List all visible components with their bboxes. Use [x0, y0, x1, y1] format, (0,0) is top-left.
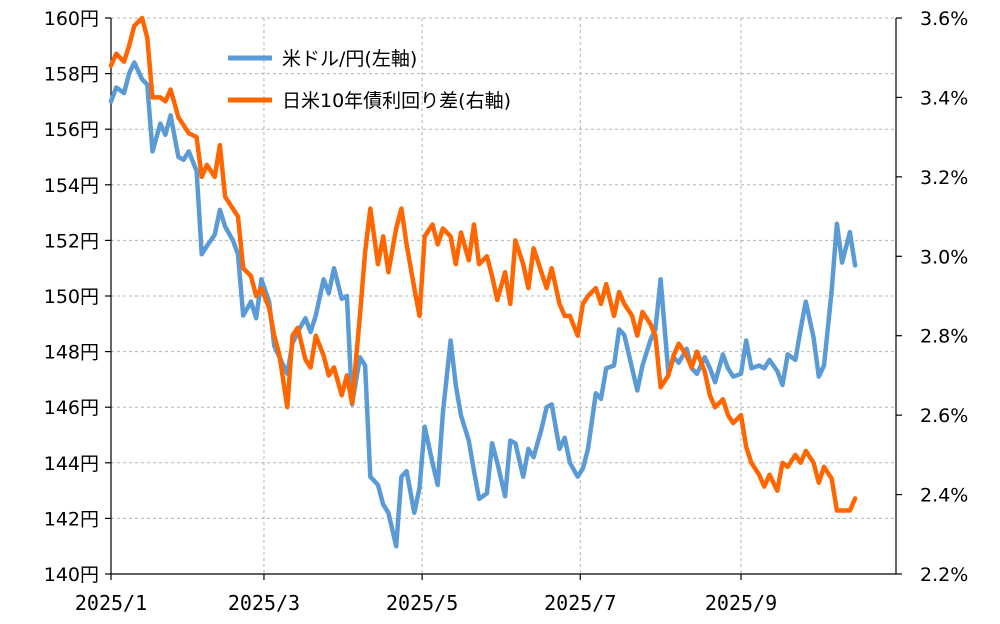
- series-line: [108, 60, 858, 549]
- grid-lines: [111, 17, 896, 574]
- legend: 米ドル/円(左軸) 日米10年債利回り差(右軸): [228, 48, 511, 112]
- legend-label: 日米10年債利回り差(右軸): [282, 90, 511, 112]
- legend-label: 米ドル/円(左軸): [282, 48, 417, 70]
- right-tick-label: 3.6%: [920, 8, 968, 30]
- left-tick-label: 160円: [44, 8, 99, 30]
- right-tick-label: 3.0%: [920, 246, 968, 268]
- series-yield-spread: [108, 15, 858, 513]
- series-line: [108, 15, 858, 513]
- left-tick-label: 146円: [44, 397, 99, 419]
- series-usdjpy: [108, 60, 858, 549]
- right-tick-label: 2.4%: [920, 485, 968, 507]
- left-tick-label: 158円: [44, 64, 99, 86]
- x-tick-label: 2025/5: [386, 591, 458, 615]
- right-tick-label: 2.2%: [920, 564, 968, 586]
- right-tick-label: 2.6%: [920, 405, 968, 427]
- left-tick-label: 144円: [44, 453, 99, 475]
- left-tick-label: 156円: [44, 119, 99, 141]
- left-tick-label: 140円: [44, 564, 99, 586]
- right-tick-label: 3.4%: [920, 87, 968, 109]
- x-tick-label: 2025/7: [544, 591, 616, 615]
- left-tick-label: 152円: [44, 230, 99, 252]
- x-tick-label: 2025/9: [705, 591, 777, 615]
- x-tick-label: 2025/1: [75, 591, 147, 615]
- x-tick-label: 2025/3: [228, 591, 300, 615]
- left-tick-label: 150円: [44, 286, 99, 308]
- axes: 140円 142円 144円 146円 148円 150円 152円 154円 156円 158円…: [44, 8, 969, 615]
- series-lines: [108, 15, 858, 549]
- left-tick-label: 142円: [44, 508, 99, 530]
- left-tick-label: 148円: [44, 342, 99, 364]
- right-tick-label: 2.8%: [920, 326, 968, 348]
- right-tick-label: 3.2%: [920, 167, 968, 189]
- left-tick-label: 154円: [44, 175, 99, 197]
